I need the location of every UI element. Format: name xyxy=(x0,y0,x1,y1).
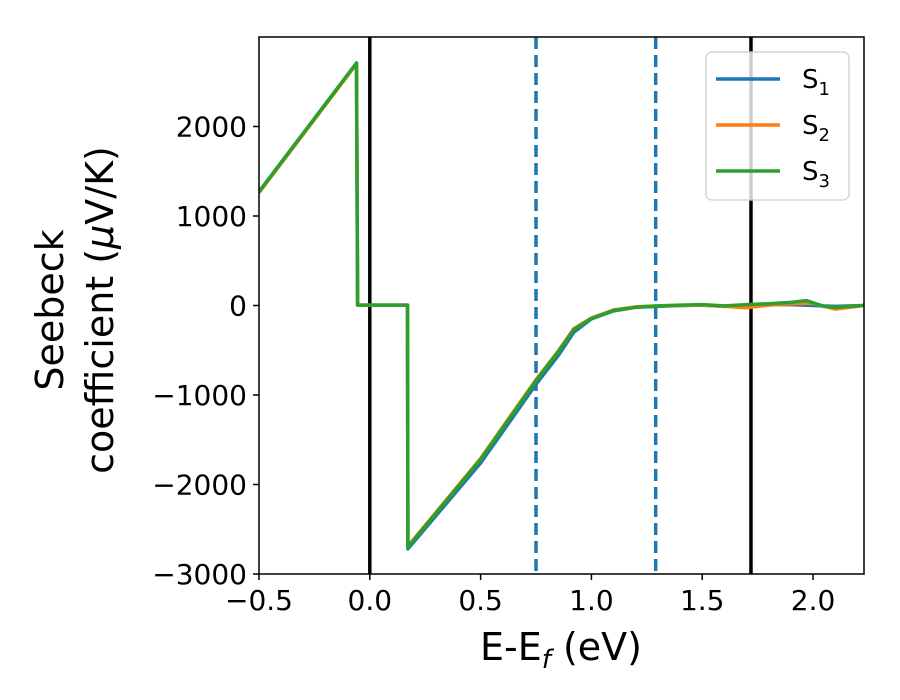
x-axis-label: E-Ef (eV) xyxy=(480,625,642,675)
legend-label-s2: S2 xyxy=(802,111,830,146)
legend: S1 S2 S3 xyxy=(705,51,850,201)
series-line-s3 xyxy=(259,61,864,549)
y-tick-label: −3000 xyxy=(152,558,247,591)
x-tick-label: 2.0 xyxy=(791,584,836,617)
x-axis-label-unit: (eV) xyxy=(551,625,642,669)
y-axis-label-mu: μ xyxy=(78,225,122,250)
x-axis-label-main: E-E xyxy=(480,625,542,669)
x-tick-label: 0.5 xyxy=(458,584,503,617)
x-tick-label: 0.0 xyxy=(348,584,393,617)
x-tick-label: 1.0 xyxy=(569,584,614,617)
legend-label-s1: S1 xyxy=(802,65,830,100)
y-tick-label: −2000 xyxy=(152,469,247,502)
y-axis-label-line1: Seebeck xyxy=(28,229,72,390)
y-tick-label: 1000 xyxy=(176,200,247,233)
y-axis-label-prefix: coefficient ( xyxy=(78,249,122,474)
x-tick-label: 1.5 xyxy=(680,584,725,617)
y-axis-label-suffix: V/K) xyxy=(78,146,122,225)
y-tick-label: 0 xyxy=(229,290,247,323)
y-axis-label-line2: coefficient (μV/K) xyxy=(78,146,122,474)
y-tick-label: −1000 xyxy=(152,379,247,412)
x-tick-label: −0.5 xyxy=(225,584,293,617)
legend-label-s3: S3 xyxy=(802,157,830,192)
y-tick-label: 2000 xyxy=(176,111,247,144)
